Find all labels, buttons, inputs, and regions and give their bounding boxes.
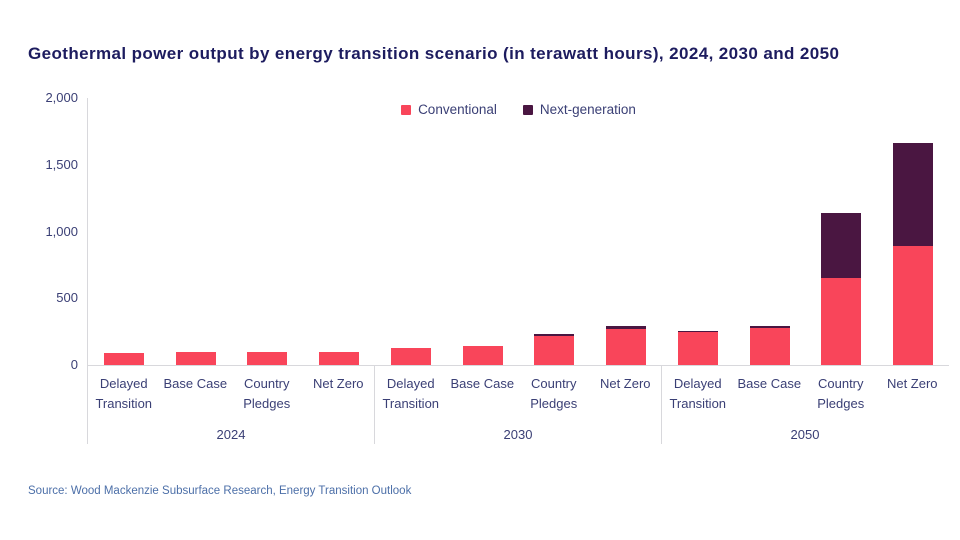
- legend-label: Conventional: [418, 102, 497, 117]
- bar-groups: [88, 98, 949, 365]
- category-label: Base Case: [450, 376, 515, 391]
- conventional-segment: [247, 351, 288, 365]
- year-label: 2024: [216, 427, 246, 442]
- next-generation-segment: [677, 331, 718, 333]
- category-label: Country Pledges: [817, 376, 865, 411]
- y-axis: 2,000 1,500 1,000 500 0: [0, 90, 78, 372]
- page-title: Geothermal power output by energy transi…: [28, 44, 840, 63]
- stacked-bar: [247, 351, 288, 365]
- category-label: Net Zero: [312, 376, 364, 391]
- source-note: Source: Wood Mackenzie Subsurface Resear…: [28, 485, 412, 497]
- stacked-bar: [677, 331, 718, 365]
- plot-area: Conventional Next-generation: [87, 98, 949, 366]
- conventional-segment: [606, 329, 647, 365]
- label-group-2050: Delayed Transition Base Case Country Ple…: [661, 366, 948, 444]
- conventional-segment: [677, 332, 718, 365]
- y-tick-label: 1,000: [45, 223, 78, 239]
- conventional-swatch-icon: [401, 104, 412, 115]
- stacked-bar: [893, 143, 934, 365]
- category-label: Country Pledges: [530, 376, 578, 411]
- conventional-segment: [893, 245, 934, 365]
- next-generation-segment: [606, 326, 647, 329]
- label-group-2024: Delayed Transition Base Case Country Ple…: [87, 366, 374, 444]
- stacked-bar: [821, 212, 862, 365]
- stacked-bar: [390, 347, 431, 365]
- legend-item-next-generation: Next-generation: [522, 102, 636, 117]
- next-generation-segment: [821, 212, 862, 279]
- category-label: Country Pledges: [243, 376, 291, 411]
- conventional-segment: [319, 351, 360, 365]
- legend: Conventional Next-generation: [88, 102, 949, 117]
- next-generation-segment: [749, 325, 790, 328]
- y-tick-label: 500: [56, 290, 78, 306]
- conventional-segment: [462, 346, 503, 365]
- bar-group-2024: [88, 98, 375, 365]
- next-generation-swatch-icon: [522, 104, 533, 115]
- conventional-segment: [534, 336, 575, 365]
- stacked-bar: [534, 334, 575, 365]
- next-generation-segment: [893, 143, 934, 246]
- conventional-segment: [749, 327, 790, 365]
- x-axis-labels: Delayed Transition Base Case Country Ple…: [87, 366, 948, 444]
- year-label: 2030: [503, 427, 533, 442]
- category-label: Base Case: [163, 376, 228, 391]
- category-label: Delayed Transition: [382, 376, 440, 411]
- category-label: Base Case: [737, 376, 802, 391]
- stacked-bar: [175, 351, 216, 365]
- stacked-bar: [606, 326, 647, 365]
- legend-item-conventional: Conventional: [401, 102, 497, 117]
- category-label: Delayed Transition: [669, 376, 727, 411]
- category-label: Net Zero: [599, 376, 651, 391]
- next-generation-segment: [534, 334, 575, 337]
- category-label: Net Zero: [886, 376, 938, 391]
- year-label: 2050: [790, 427, 820, 442]
- conventional-segment: [175, 351, 216, 365]
- stacked-bar: [462, 346, 503, 365]
- stacked-bar: [103, 353, 144, 365]
- y-tick-label: 2,000: [45, 90, 78, 105]
- bar-group-2030: [375, 98, 662, 365]
- category-label: Delayed Transition: [95, 376, 153, 411]
- stacked-bar: [749, 325, 790, 365]
- stacked-bar: [319, 351, 360, 365]
- conventional-segment: [103, 353, 144, 365]
- bar-group-2050: [662, 98, 949, 365]
- conventional-segment: [821, 278, 862, 365]
- legend-label: Next-generation: [539, 102, 636, 117]
- y-tick-label: 1,500: [45, 156, 78, 172]
- y-tick-label: 0: [70, 357, 78, 372]
- label-group-2030: Delayed Transition Base Case Country Ple…: [374, 366, 661, 444]
- conventional-segment: [390, 347, 431, 365]
